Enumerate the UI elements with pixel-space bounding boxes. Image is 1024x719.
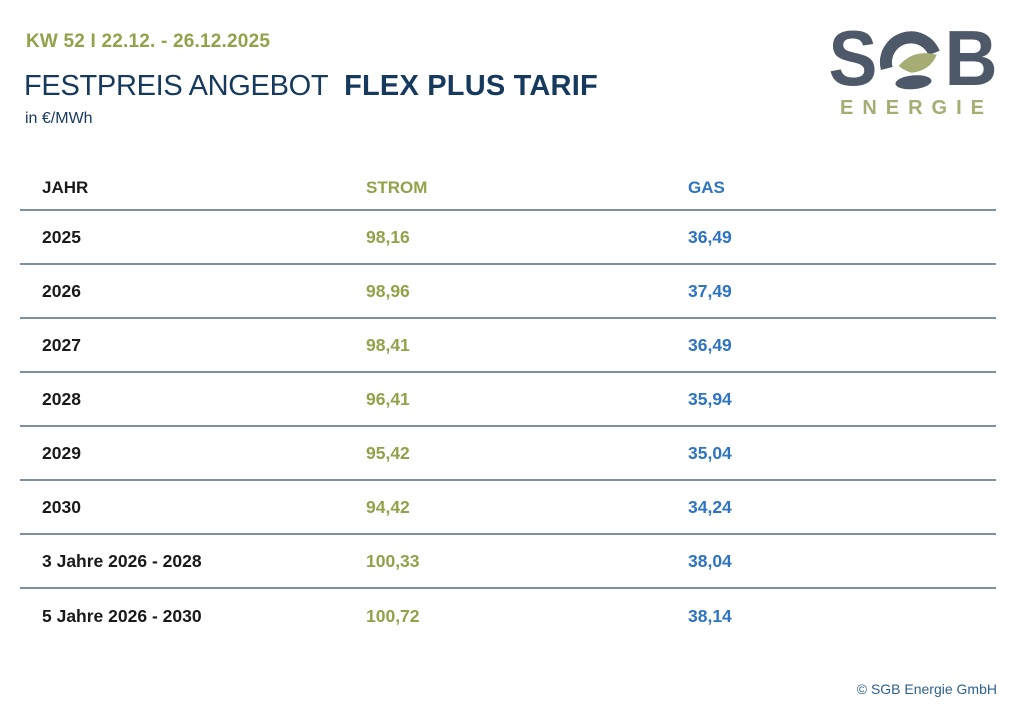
copyright-notice: © SGB Energie GmbH <box>856 681 997 697</box>
table-row: 2029 95,42 35,04 <box>20 427 996 481</box>
cell-jahr: 5 Jahre 2026 - 2030 <box>42 605 202 626</box>
cell-gas: 38,04 <box>688 550 732 571</box>
cell-gas: 36,49 <box>688 226 732 247</box>
column-header-strom: STROM <box>366 178 428 197</box>
column-header-gas: GAS <box>688 178 725 197</box>
cell-gas: 36,49 <box>688 334 732 355</box>
cell-jahr: 2029 <box>42 442 81 463</box>
table-row: 2028 96,41 35,94 <box>20 373 996 427</box>
table-header-row: JAHR STROM GAS <box>20 167 996 211</box>
logo-leaf-g-icon <box>879 31 940 90</box>
column-header-jahr: JAHR <box>42 178 89 197</box>
calendar-week-label: KW 52 I 22.12. - 26.12.2025 <box>26 31 271 52</box>
cell-strom: 98,41 <box>366 334 410 355</box>
table-row: 3 Jahre 2026 - 2028 100,33 38,04 <box>20 535 996 589</box>
cell-gas: 34,24 <box>688 496 732 517</box>
table-row: 2026 98,96 37,49 <box>20 265 996 319</box>
cell-gas: 35,04 <box>688 442 732 463</box>
cell-strom: 98,16 <box>366 226 410 247</box>
cell-strom: 96,41 <box>366 388 410 409</box>
cell-jahr: 2025 <box>42 226 81 247</box>
cell-jahr: 2026 <box>42 280 81 301</box>
logo-letter-b: B <box>944 14 997 102</box>
table-row: 2030 94,42 34,24 <box>20 481 996 535</box>
sgb-energie-logo: S B ENERGIE <box>824 18 1000 120</box>
table-row: 2025 98,16 36,49 <box>20 211 996 265</box>
cell-gas: 38,14 <box>688 605 732 626</box>
price-table: JAHR STROM GAS 2025 98,16 36,49 2026 98,… <box>20 167 996 643</box>
title-regular-part: FESTPREIS ANGEBOT <box>24 70 329 102</box>
cell-jahr: 2028 <box>42 388 81 409</box>
cell-strom: 100,33 <box>366 550 420 571</box>
cell-strom: 98,96 <box>366 280 410 301</box>
cell-gas: 37,49 <box>688 280 732 301</box>
title-bold-part: FLEX PLUS TARIF <box>344 70 598 102</box>
logo-subtitle: ENERGIE <box>839 97 994 119</box>
cell-strom: 95,42 <box>366 442 410 463</box>
logo-wordmark: S B <box>824 14 1000 102</box>
logo-letter-s: S <box>828 14 877 102</box>
cell-gas: 35,94 <box>688 388 732 409</box>
cell-jahr: 3 Jahre 2026 - 2028 <box>42 550 202 571</box>
cell-jahr: 2030 <box>42 496 81 517</box>
table-row: 2027 98,41 36,49 <box>20 319 996 373</box>
cell-jahr: 2027 <box>42 334 81 355</box>
table-row: 5 Jahre 2026 - 2030 100,72 38,14 <box>20 589 996 643</box>
cell-strom: 94,42 <box>366 496 410 517</box>
page-title: FESTPREIS ANGEBOT FLEX PLUS TARIF <box>24 70 598 103</box>
unit-label: in €/MWh <box>25 110 93 127</box>
cell-strom: 100,72 <box>366 605 420 626</box>
